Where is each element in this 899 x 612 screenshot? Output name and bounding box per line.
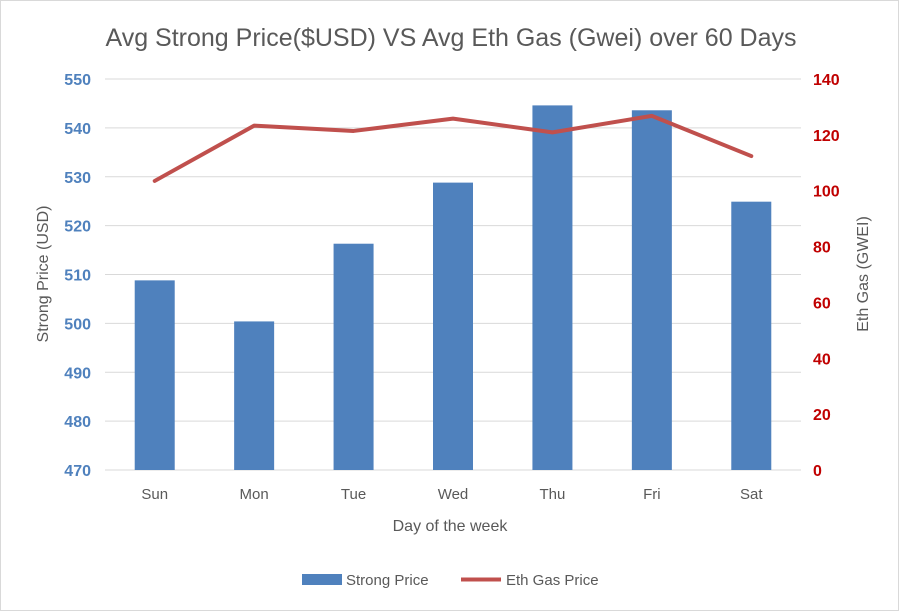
right-tick-label: 140 [813, 72, 840, 89]
left-tick-label: 550 [64, 72, 91, 89]
right-tick-label: 40 [813, 351, 831, 368]
left-tick-label: 510 [64, 268, 91, 285]
legend: Strong Price Eth Gas Price [302, 572, 599, 589]
legend-swatch-strong-price [302, 574, 342, 585]
right-axis-ticks: 0 20 40 60 80 100 120 140 [813, 72, 840, 480]
bar-sun [134, 280, 175, 470]
x-tick-label: Sun [141, 486, 168, 503]
right-tick-label: 100 [813, 184, 840, 201]
y-axis-title: Strong Price (USD) [35, 206, 52, 343]
bar-fri [631, 110, 672, 470]
x-tick-label: Sat [740, 486, 763, 503]
legend-label-eth-gas-price: Eth Gas Price [506, 572, 599, 589]
left-axis-ticks: 470 480 490 500 510 520 530 540 550 [64, 72, 91, 480]
left-tick-label: 480 [64, 414, 91, 431]
x-tick-label: Thu [539, 486, 565, 503]
left-tick-label: 490 [64, 365, 91, 382]
bar-tue [333, 243, 374, 470]
x-tick-label: Fri [643, 486, 661, 503]
bar-thu [532, 105, 573, 470]
chart-title: Avg Strong Price($USD) VS Avg Eth Gas (G… [105, 24, 796, 52]
eth-gas-line [152, 113, 754, 183]
right-tick-label: 80 [813, 240, 831, 257]
left-tick-label: 520 [64, 219, 91, 236]
x-tick-label: Tue [341, 486, 366, 503]
left-tick-label: 500 [64, 316, 91, 333]
right-tick-label: 20 [813, 407, 831, 424]
bar-mon [234, 321, 275, 470]
left-tick-label: 530 [64, 170, 91, 187]
bar-wed [433, 182, 473, 471]
right-tick-label: 120 [813, 128, 840, 145]
legend-label-strong-price: Strong Price [346, 572, 429, 589]
bar-series [134, 105, 772, 471]
right-tick-label: 0 [813, 463, 822, 480]
right-tick-label: 60 [813, 295, 831, 312]
bar-sat [731, 201, 772, 470]
y2-axis-title: Eth Gas (GWEI) [855, 216, 872, 332]
x-axis-title: Day of the week [393, 518, 509, 535]
left-tick-label: 540 [64, 121, 91, 138]
x-tick-label: Mon [240, 486, 269, 503]
line-series [152, 113, 754, 183]
x-axis-ticks: Sun Mon Tue Wed Thu Fri Sat [141, 486, 763, 503]
left-tick-label: 470 [64, 463, 91, 480]
x-tick-label: Wed [438, 486, 469, 503]
